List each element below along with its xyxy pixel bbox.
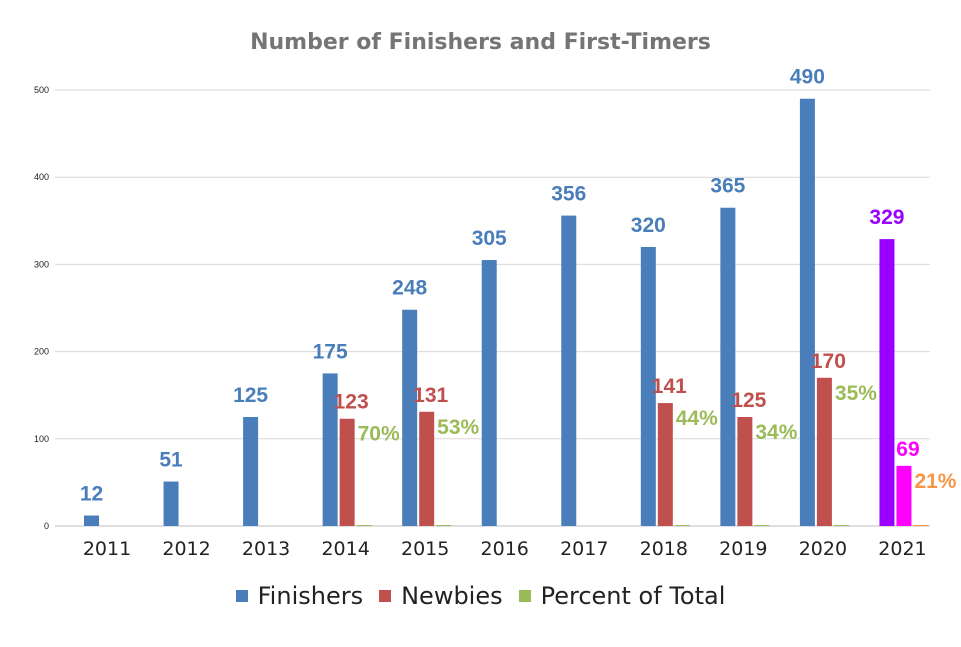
- data-label: 70%: [358, 423, 400, 446]
- y-tick-label: 500: [34, 85, 49, 95]
- data-label: 34%: [755, 421, 797, 444]
- legend: Finishers Newbies Percent of Total: [0, 582, 961, 610]
- y-tick-label: 200: [34, 347, 49, 357]
- x-tick-label: 2015: [401, 538, 449, 560]
- bar-finishers-2021: [879, 239, 895, 526]
- x-tick-label: 2011: [83, 538, 131, 560]
- bar-finishers-2017: [561, 215, 577, 526]
- bar-finishers-2011: [84, 515, 99, 526]
- legend-swatch-newbies: [379, 590, 392, 602]
- data-label: 53%: [437, 416, 479, 439]
- data-label: 12: [80, 483, 103, 506]
- x-tick-label: 2019: [719, 538, 767, 560]
- data-label: 329: [869, 206, 904, 229]
- data-label: 305: [472, 227, 507, 250]
- data-label: 490: [790, 66, 825, 89]
- legend-label-newbies: Newbies: [401, 582, 503, 610]
- bar-percent-of-total-2020: [833, 525, 849, 526]
- legend-item-finishers: Finishers: [235, 582, 364, 610]
- data-label: 248: [392, 277, 427, 300]
- bar-finishers-2020: [799, 98, 815, 526]
- legend-label-percent: Percent of Total: [540, 582, 726, 610]
- bar-finishers-2013: [243, 417, 259, 526]
- data-label: 356: [551, 183, 586, 206]
- data-label: 21%: [914, 470, 956, 493]
- bar-finishers-2015: [402, 309, 418, 526]
- data-label: 365: [710, 175, 745, 198]
- bar-finishers-2018: [640, 246, 656, 526]
- bar-percent-of-total-2019: [754, 525, 770, 526]
- data-label: 35%: [835, 382, 877, 405]
- bar-newbies-2019: [737, 417, 753, 526]
- data-label: 51: [159, 449, 183, 472]
- data-label: 170: [811, 350, 846, 373]
- data-label: 69: [896, 438, 919, 461]
- legend-item-newbies: Newbies: [379, 582, 503, 610]
- x-tick-label: 2014: [321, 538, 369, 560]
- legend-label-finishers: Finishers: [257, 582, 364, 610]
- bar-percent-of-total-2018: [674, 525, 690, 526]
- data-label: 123: [334, 391, 369, 414]
- y-tick-label: 300: [34, 259, 49, 269]
- data-label: 320: [631, 214, 666, 237]
- bar-newbies-2018: [657, 403, 673, 526]
- data-label: 175: [313, 340, 348, 363]
- bar-finishers-2012: [163, 481, 179, 526]
- x-tick-label: 2012: [162, 538, 210, 560]
- data-label: 141: [652, 375, 687, 398]
- chart-title: Number of Finishers and First-Timers: [250, 30, 711, 55]
- legend-item-percent: Percent of Total: [518, 582, 726, 610]
- y-tick-label: 0: [44, 521, 49, 531]
- bar-newbies-2020: [816, 377, 832, 526]
- x-tick-label: 2018: [640, 538, 688, 560]
- x-tick-label: 2016: [481, 538, 529, 560]
- y-tick-label: 400: [34, 172, 49, 182]
- x-tick-label: 2020: [799, 538, 847, 560]
- bar-finishers-2019: [720, 207, 736, 526]
- x-tick-label: 2021: [878, 538, 926, 560]
- x-tick-label: 2013: [242, 538, 290, 560]
- data-label: 125: [731, 389, 766, 412]
- y-tick-label: 100: [34, 434, 49, 444]
- data-label: 125: [233, 384, 268, 407]
- legend-swatch-finishers: [235, 590, 248, 602]
- data-label: 44%: [676, 407, 718, 430]
- bar-finishers-2016: [481, 260, 497, 526]
- data-label: 131: [413, 384, 448, 407]
- bar-percent-of-total-2014: [356, 525, 372, 526]
- x-tick-label: 2017: [560, 538, 608, 560]
- bar-newbies-2021: [896, 465, 912, 526]
- bar-finishers-2014: [322, 373, 338, 526]
- legend-swatch-percent: [518, 590, 531, 602]
- bar-percent-of-total-2015: [436, 525, 452, 526]
- bar-newbies-2014: [339, 418, 355, 526]
- bar-percent-of-total-2021: [913, 525, 929, 526]
- bar-newbies-2015: [419, 411, 435, 526]
